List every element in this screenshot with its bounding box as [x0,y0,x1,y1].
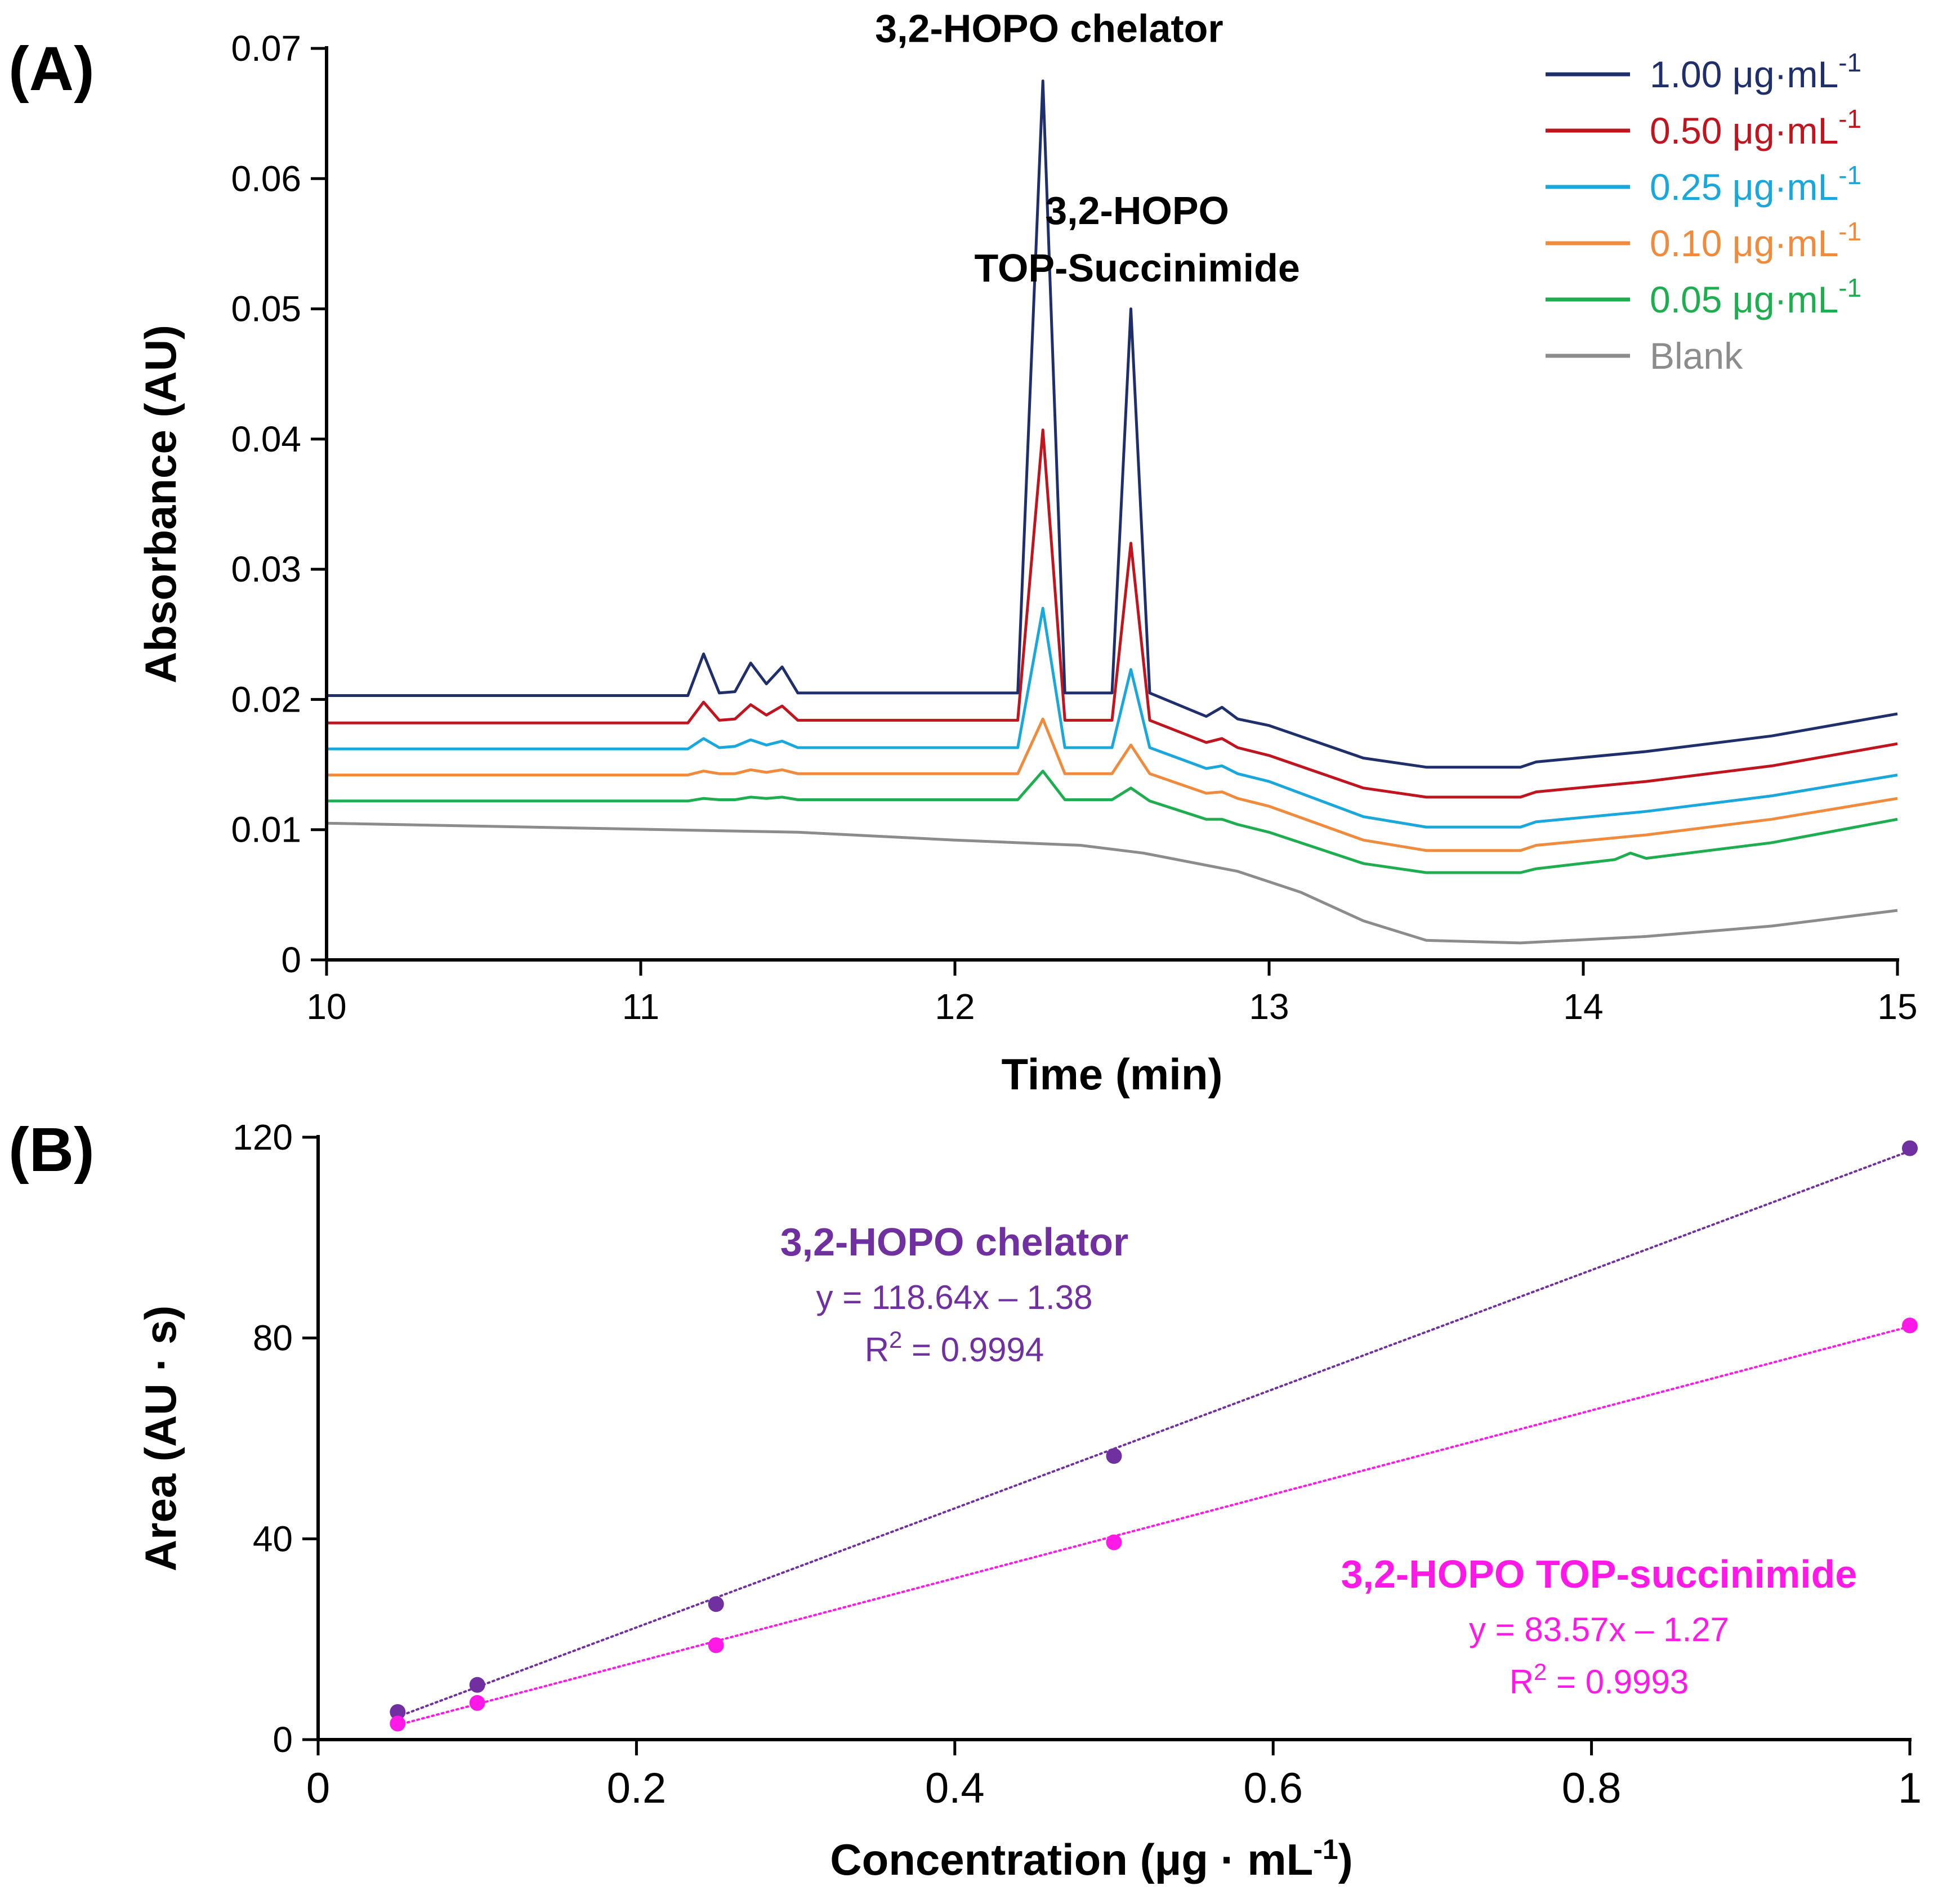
chromatogram-ticks: 10 11 12 13 14 15 0 0.01 0.02 0.03 0.04 0.05 0.06 0.0… [231,28,1917,1027]
y-tick-label: 0 [273,1719,293,1760]
y-tick-label: 0.04 [231,419,301,459]
x-tick-label: 11 [622,986,659,1027]
data-point [390,1715,406,1732]
legend-label: Blank [1650,335,1743,377]
peak-annotation: 3,2-HOPO [1045,189,1229,233]
data-point [1902,1317,1918,1334]
fit-line [396,1325,1911,1727]
x-tick-label: 0.2 [607,1764,667,1812]
legend-label-text: 0.25 μg·mL [1650,166,1838,208]
legend-label-sup: -1 [1838,160,1861,190]
chromatogram-axes [325,46,1899,962]
peak-annotation: 3,2-HOPO chelator [875,6,1223,50]
legend-label-text: 0.50 μg·mL [1650,110,1838,151]
r2-sup: 2 [889,1326,902,1353]
data-point [708,1596,724,1612]
calibration-axes [316,1135,1912,1741]
panel-a-label: (A) [8,34,95,104]
x-tick-label: 1 [1898,1764,1922,1812]
y-tick-label: 0.02 [231,679,301,719]
data-point [708,1637,724,1653]
peak-annotation: TOP-Succinimide [974,246,1300,290]
calibration-y-axis-title: Area (AU · s) [136,1306,185,1571]
x-tick-label: 13 [1249,986,1289,1027]
chromatogram-y-axis-title: Absorbance (AU) [136,325,185,683]
fit-line [396,1150,1911,1718]
y-tick-label: 0.07 [231,28,301,69]
chromatogram-line [327,79,1898,769]
equation-series-name: 3,2-HOPO TOP-succinimide [1341,1552,1857,1596]
chromatogram-line [327,428,1898,799]
data-point [1902,1140,1918,1156]
data-point [1106,1448,1122,1464]
x-tick-label: 0.8 [1562,1764,1622,1812]
calibration-x-axis-title: Concentration (μg · mL-1) [830,1834,1352,1884]
chromatogram-line [327,607,1898,829]
calibration-panel: 0 0.2 0.4 0.6 0.8 1 0 40 80 120 3,2-HOPO chelator… [136,1117,1922,1884]
y-tick-label: 40 [253,1518,293,1559]
legend-label-text: 0.05 μg·mL [1650,279,1838,320]
legend-label-text: 0.10 μg·mL [1650,222,1838,264]
calibration-points [390,1140,1918,1732]
chromatogram-line [327,770,1898,874]
calibration-fit-lines [396,1150,1911,1727]
legend-label-text: 1.00 μg·mL [1650,53,1838,95]
legend-label: 0.10 μg·mL-1 [1650,217,1861,264]
legend-label-sup: -1 [1838,217,1861,246]
legend-label-sup: -1 [1838,273,1861,302]
chromatogram-series-group [326,79,1898,945]
data-point [390,1704,406,1720]
x-tick-label: 12 [935,986,975,1027]
chromatogram-legend: 1.00 μg·mL-10.50 μg·mL-10.25 μg·mL-10.10… [1546,48,1861,377]
panel-b-label: (B) [8,1115,95,1185]
chromatogram-line [327,717,1898,852]
x-tick-label: 0.4 [925,1764,985,1812]
chromatogram-panel: 10 11 12 13 14 15 0 0.01 0.02 0.03 0.04 0.05 0.06 0.0… [136,6,1918,1099]
legend-label: 1.00 μg·mL-1 [1650,48,1861,95]
x-tick-label: 10 [306,986,346,1027]
y-tick-label: 80 [253,1318,293,1358]
x-tick-label: 0 [306,1764,330,1812]
r2-value: = 0.9993 [1547,1663,1689,1701]
chromatogram-annotations: 3,2-HOPO chelator 3,2-HOPO TOP-Succinimide [875,6,1300,290]
data-point [469,1677,485,1693]
x-tick-label: 0.6 [1243,1764,1303,1812]
equation-r2: R2 = 0.9993 [1510,1659,1689,1701]
y-tick-label: 0 [281,940,301,980]
y-tick-label: 120 [233,1117,293,1157]
equation-fit: y = 83.57x – 1.27 [1469,1611,1729,1648]
chromatogram-line [326,821,1898,945]
y-tick-label: 0.06 [231,158,301,199]
legend-label: 0.05 μg·mL-1 [1650,273,1861,320]
equation-r2: R2 = 0.9994 [865,1326,1044,1369]
legend-label: 0.50 μg·mL-1 [1650,104,1861,151]
data-point [469,1695,485,1711]
r2-value: = 0.9994 [902,1331,1044,1369]
chromatogram-x-axis-title: Time (min) [1002,1049,1223,1099]
y-tick-label: 0.01 [231,810,301,850]
legend-label-sup: -1 [1838,48,1861,77]
legend-label-text: Blank [1650,335,1743,377]
r2-letter: R [865,1331,889,1369]
r2-letter: R [1510,1663,1534,1701]
legend-label-sup: -1 [1838,104,1861,133]
x-tick-label: 14 [1563,986,1603,1027]
data-point [1106,1534,1122,1550]
y-tick-label: 0.05 [231,289,301,329]
legend-label: 0.25 μg·mL-1 [1650,160,1861,208]
y-tick-label: 0.03 [231,549,301,589]
r2-sup: 2 [1534,1659,1547,1685]
x-tick-label: 15 [1877,986,1917,1027]
calibration-ticks: 0 0.2 0.4 0.6 0.8 1 0 40 80 120 [233,1117,1922,1812]
equation-series-name: 3,2-HOPO chelator [780,1220,1129,1264]
equation-fit: y = 118.64x – 1.38 [816,1279,1093,1316]
